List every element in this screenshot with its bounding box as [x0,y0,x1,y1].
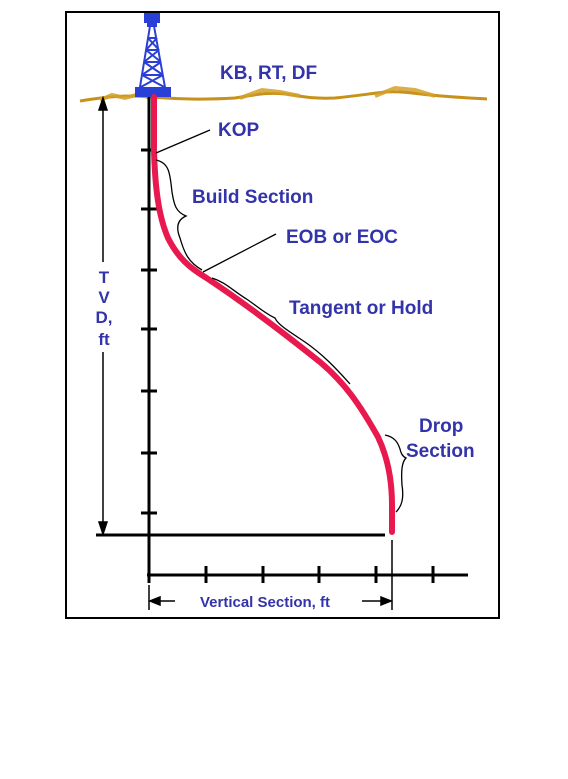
tvd-label-v: V [98,288,110,307]
kop-label: KOP [218,120,260,141]
drop-label-line2: Section [406,441,475,462]
build-section-bracket [155,159,203,271]
tvd-label-ft: ft [98,330,110,349]
build-section-label: Build Section [192,187,313,208]
vertical-section-label: Vertical Section, ft [200,594,330,611]
tangent-label: Tangent or Hold [289,298,433,319]
tvd-label-bg [94,262,116,352]
kop-leader [155,129,211,154]
tangent-section-bracket [211,277,351,385]
drop-section-bracket [384,434,408,513]
eob-label: EOB or EOC [286,227,398,248]
eob-leader [202,233,277,273]
drop-label-line1: Drop [419,416,463,437]
tvd-label-d: D, [96,308,113,327]
surface-label: KB, RT, DF [220,63,317,84]
vs-dimension-arrow [147,540,394,610]
vs-axis-ticks [147,566,435,583]
well-path [151,94,395,535]
diagram-frame [65,11,500,619]
tvd-label-t: T [99,268,110,287]
